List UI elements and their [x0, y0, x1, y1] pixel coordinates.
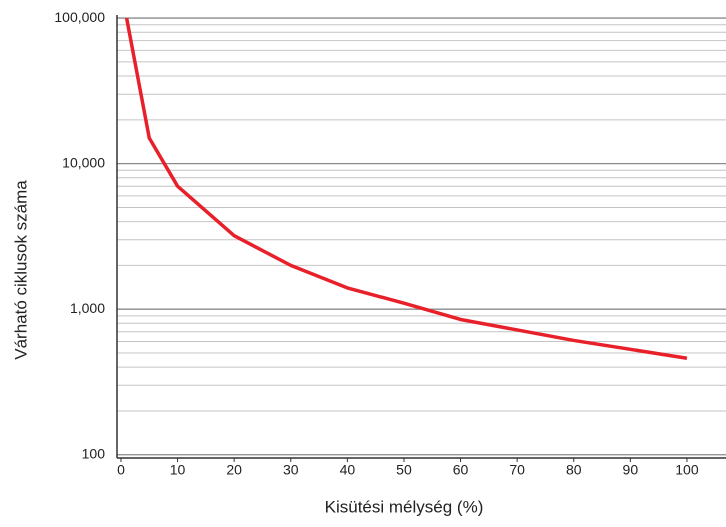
x-axis-label: Kisütési mélység (%): [325, 497, 484, 516]
y-tick-label: 1,000: [70, 300, 105, 316]
y-tick-label: 10,000: [62, 154, 105, 170]
data-line: [124, 17, 688, 361]
x-tick-label: 40: [340, 462, 356, 478]
x-tick-label: 30: [283, 462, 299, 478]
x-tick-label: 80: [566, 462, 582, 478]
x-tick-label: 90: [623, 462, 639, 478]
y-axis-label: Várható ciklusok száma: [11, 180, 30, 360]
x-tick-label: 100: [675, 462, 699, 478]
y-tick-label: 100,000: [54, 9, 105, 25]
x-tick-label: 10: [170, 462, 186, 478]
x-tick-label: 70: [509, 462, 525, 478]
x-tick-label: 60: [453, 462, 469, 478]
x-tick-label: 0: [117, 462, 125, 478]
y-tick-label: 100: [82, 445, 106, 461]
x-tick-label: 50: [396, 462, 412, 478]
x-tick-label: 20: [226, 462, 242, 478]
